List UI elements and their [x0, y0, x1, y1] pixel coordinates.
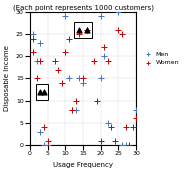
Women	[78, 33, 81, 35]
Men	[64, 15, 67, 18]
Women	[85, 28, 88, 31]
Men	[99, 77, 102, 80]
Men	[78, 77, 81, 80]
Men	[32, 33, 35, 35]
Women	[57, 68, 60, 71]
Women	[106, 59, 109, 62]
Men	[71, 108, 74, 111]
Women	[32, 51, 35, 53]
Men	[82, 82, 85, 84]
Y-axis label: Disposable Income: Disposable Income	[4, 46, 10, 111]
Women	[128, 144, 131, 146]
Women	[117, 28, 120, 31]
Men	[67, 77, 70, 80]
Point	[85, 28, 88, 31]
Point	[43, 90, 46, 93]
Men	[36, 59, 38, 62]
Point	[39, 90, 42, 93]
Men	[103, 55, 106, 58]
Title: (Each point represents 1000 customers): (Each point represents 1000 customers)	[13, 4, 154, 11]
Men	[39, 130, 42, 133]
Men	[99, 15, 102, 18]
Women	[74, 99, 77, 102]
Men	[39, 42, 42, 44]
Men	[85, 28, 88, 31]
Bar	[36, 84, 48, 100]
Women	[67, 37, 70, 40]
Women	[96, 99, 99, 102]
Women	[121, 33, 124, 35]
Women	[39, 59, 42, 62]
X-axis label: Usage Frequency: Usage Frequency	[53, 162, 113, 168]
Women	[131, 126, 134, 129]
Bar	[74, 22, 92, 38]
Women	[46, 139, 49, 142]
Women	[92, 59, 95, 62]
Women	[36, 77, 38, 80]
Women	[60, 82, 63, 84]
Men	[121, 144, 124, 146]
Women	[124, 126, 127, 129]
Men	[135, 108, 138, 111]
Men	[117, 10, 120, 13]
Point	[78, 28, 81, 31]
Men	[124, 144, 127, 146]
Legend: Men, Women: Men, Women	[142, 51, 180, 66]
Women	[113, 139, 116, 142]
Women	[103, 46, 106, 49]
Women	[64, 51, 67, 53]
Men	[43, 144, 46, 146]
Women	[53, 59, 56, 62]
Women	[43, 126, 46, 129]
Men	[46, 144, 49, 146]
Men	[74, 108, 77, 111]
Women	[135, 117, 138, 120]
Women	[82, 77, 85, 80]
Women	[110, 126, 113, 129]
Men	[106, 121, 109, 124]
Women	[32, 37, 35, 40]
Women	[71, 108, 74, 111]
Women	[99, 139, 102, 142]
